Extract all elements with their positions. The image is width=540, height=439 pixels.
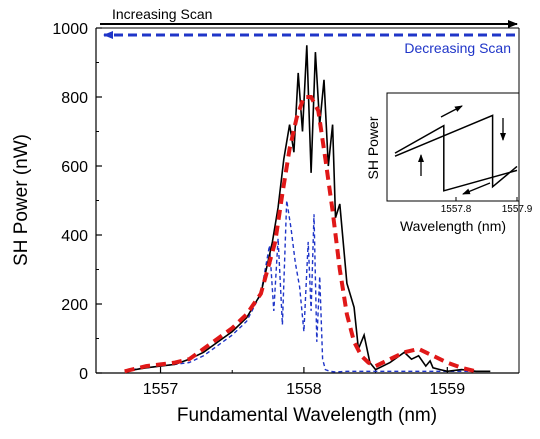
inset-y-axis-title: SH Power (365, 116, 381, 179)
increasing-scan-label: Increasing Scan (112, 6, 212, 22)
x-axis-ticks: 1557 1558 1559 (143, 367, 520, 398)
inset-x-ticks: 1557.8 1557.9 (441, 197, 533, 215)
x-tick-label: 1557 (143, 381, 179, 398)
x-axis-title: Fundamental Wavelength (nm) (177, 405, 437, 426)
inset-lower-branch (394, 124, 518, 192)
y-tick-label: 800 (61, 90, 88, 107)
y-tick-label: 400 (61, 228, 88, 245)
y-tick-label: 0 (79, 366, 88, 383)
y-tick-label: 1000 (52, 21, 88, 38)
inset-x-tick-label: 1557.9 (502, 204, 533, 215)
inset-plot: 1557.8 1557.9 Wavelength (nm) SH Power (365, 92, 533, 234)
series-decreasing-scan (131, 200, 476, 373)
y-tick-label: 600 (61, 159, 88, 176)
y-axis-title: SH Power (nW) (11, 134, 32, 266)
x-tick-label: 1559 (430, 381, 466, 398)
y-tick-label: 200 (61, 297, 88, 314)
series-increasing-scan (124, 45, 491, 373)
inset-arrow-up-right (440, 105, 463, 118)
y-axis-ticks: 0 200 400 600 800 1000 (52, 21, 102, 383)
inset-x-axis-title: Wavelength (nm) (400, 218, 506, 234)
x-tick-label: 1558 (286, 381, 322, 398)
inset-x-tick-label: 1557.8 (441, 204, 472, 215)
decreasing-scan-label: Decreasing Scan (404, 40, 511, 56)
inset-arrow-left (462, 182, 491, 195)
series-fit (124, 95, 477, 374)
